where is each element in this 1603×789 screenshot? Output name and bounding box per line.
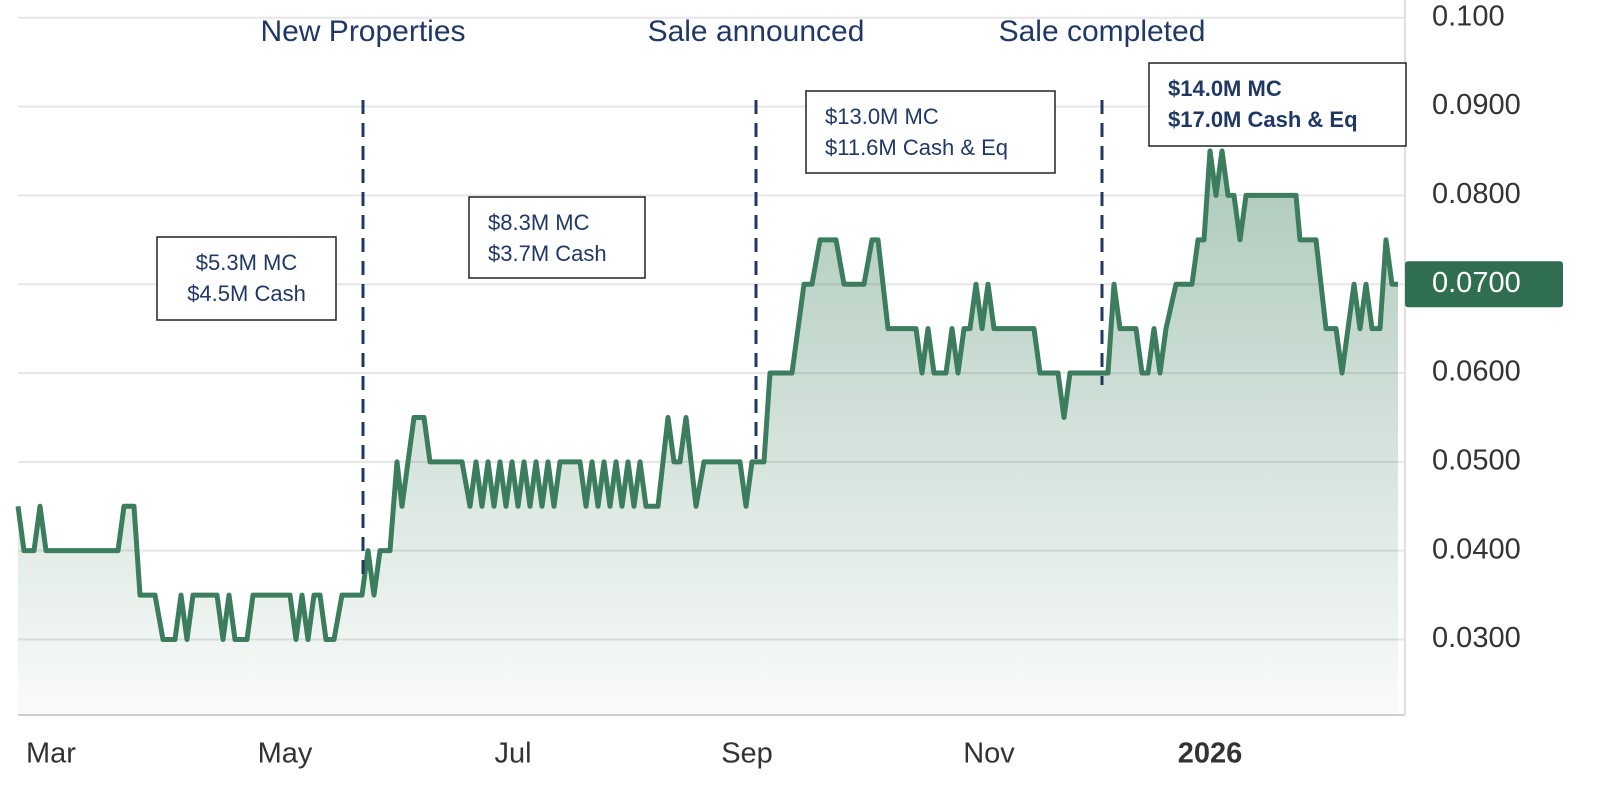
annotation-text: $13.0M MC — [825, 104, 939, 129]
y-tick-label: 0.0300 — [1432, 622, 1521, 654]
annotation-text: $5.3M MC — [196, 250, 298, 275]
last-price-tag — [1405, 261, 1563, 308]
event-label: New Properties — [260, 15, 465, 48]
annotation-box — [156, 236, 337, 321]
last-price-label: 0.0700 — [1432, 267, 1521, 299]
y-tick-label: 0.0400 — [1432, 533, 1521, 565]
x-tick-label: Nov — [963, 738, 1015, 770]
event-label: Sale announced — [648, 15, 865, 48]
y-tick-label: 0.0600 — [1432, 356, 1521, 388]
annotation-text: $17.0M Cash & Eq — [1168, 107, 1358, 132]
annotation-text: $14.0M MC — [1168, 76, 1282, 101]
y-tick-label: 0.0500 — [1432, 445, 1521, 477]
price-line — [15, 148, 1398, 643]
x-tick-label: Sep — [721, 738, 773, 770]
y-tick-label: 0.0800 — [1432, 178, 1521, 210]
annotation-text: $8.3M MC — [488, 210, 590, 235]
annotation-text: $11.6M Cash & Eq — [825, 135, 1008, 160]
annotation-text: $3.7M Cash — [488, 241, 607, 266]
y-tick-label: 0.0900 — [1432, 89, 1521, 121]
x-tick-label: May — [258, 738, 313, 770]
price-area — [18, 150, 1398, 716]
x-tick-label: 2026 — [1178, 738, 1243, 770]
x-tick-label: Mar — [26, 738, 76, 770]
annotation-text: $4.5M Cash — [187, 281, 306, 306]
x-tick-label: Jul — [494, 738, 531, 770]
event-label: Sale completed — [999, 15, 1206, 48]
annotation-box — [1148, 62, 1407, 147]
y-tick-label: 0.100 — [1432, 0, 1505, 32]
annotation-box — [805, 90, 1056, 174]
annotation-box — [468, 196, 646, 279]
